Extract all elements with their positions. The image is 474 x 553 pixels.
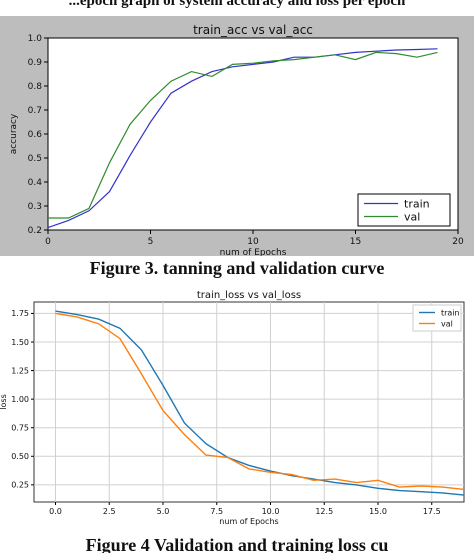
series-line-val — [48, 51, 438, 219]
legend-label-train: train — [441, 308, 460, 317]
legend-label-train: train — [404, 197, 430, 210]
chart-title: train_acc vs val_acc — [193, 23, 313, 37]
y-axis-label: loss — [0, 394, 8, 409]
x-tick-label: 2.5 — [103, 507, 116, 516]
accuracy-chart: 0 5 10 15 20 0.2 0.3 0.4 0.5 0.6 0.7 0.8 0.9 1.0 train… — [9, 23, 464, 258]
y-tick-label: 0.25 — [11, 481, 29, 490]
y-tick-label: 0.75 — [11, 424, 29, 433]
x-tick-label: 0 — [45, 237, 51, 247]
legend-box — [357, 193, 451, 227]
series-line-val — [55, 312, 465, 491]
plot-area — [33, 301, 465, 503]
y-tick-label: 0.9 — [28, 58, 43, 68]
y-tick-label: 0.2 — [28, 226, 42, 236]
series-line-train — [47, 48, 438, 229]
y-tick-label: 0.4 — [28, 178, 43, 188]
y-tick-label: 0.6 — [28, 130, 43, 140]
y-tick-label: 1.00 — [11, 395, 29, 404]
x-tick-label: 7.5 — [210, 507, 223, 516]
header-fragment: ...epoch graph of system accuracy and lo… — [68, 0, 406, 9]
x-tick-label: 10 — [247, 237, 259, 247]
cropped-header-text: ...epoch graph of system accuracy and lo… — [0, 0, 474, 10]
y-tick-label: 0.3 — [28, 202, 42, 212]
y-tick-label: 1.25 — [11, 366, 29, 375]
loss-figure: 0.0 2.5 5.0 7.5 10.0 12.5 15.0 17.5 0.25 0.50 0.75… — [0, 286, 474, 535]
loss-chart: 0.0 2.5 5.0 7.5 10.0 12.5 15.0 17.5 0.25 0.50 0.75… — [0, 290, 465, 526]
y-tick-label: 0.7 — [28, 106, 42, 116]
x-axis-label: num of Epochs — [220, 248, 287, 256]
legend-box — [412, 304, 462, 332]
y-tick-label: 0.8 — [28, 82, 43, 92]
series-line-train — [55, 310, 465, 496]
y-tick-label: 1.75 — [11, 309, 29, 318]
y-tick-label: 0.5 — [28, 154, 42, 164]
y-axis-label: accuracy — [9, 113, 19, 154]
y-tick-label: 0.50 — [11, 452, 29, 461]
x-tick-label: 12.5 — [315, 507, 333, 516]
x-tick-label: 10.0 — [262, 507, 280, 516]
y-tick-label: 1.0 — [28, 34, 43, 44]
x-tick-label: 15 — [350, 237, 361, 247]
legend-label-val: val — [441, 319, 453, 328]
x-tick-label: 5 — [148, 237, 154, 247]
x-tick-label: 0.0 — [49, 507, 62, 516]
x-tick-label: 5.0 — [157, 507, 170, 516]
accuracy-figure: 0 5 10 15 20 0.2 0.3 0.4 0.5 0.6 0.7 0.8 0.9 1.0 train… — [0, 16, 474, 258]
figure-4-caption: Figure 4 Validation and training loss cu — [85, 535, 389, 553]
legend-label-val: val — [404, 210, 420, 223]
x-tick-label: 20 — [452, 237, 464, 247]
y-tick-label: 1.50 — [11, 338, 29, 347]
x-tick-label: 17.5 — [423, 507, 441, 516]
x-axis-label: num of Epochs — [219, 517, 278, 526]
chart-title: train_loss vs val_loss — [197, 290, 301, 301]
x-tick-label: 15.0 — [369, 507, 387, 516]
figure-3-caption: Figure 3. tanning and validation curve — [89, 258, 385, 278]
